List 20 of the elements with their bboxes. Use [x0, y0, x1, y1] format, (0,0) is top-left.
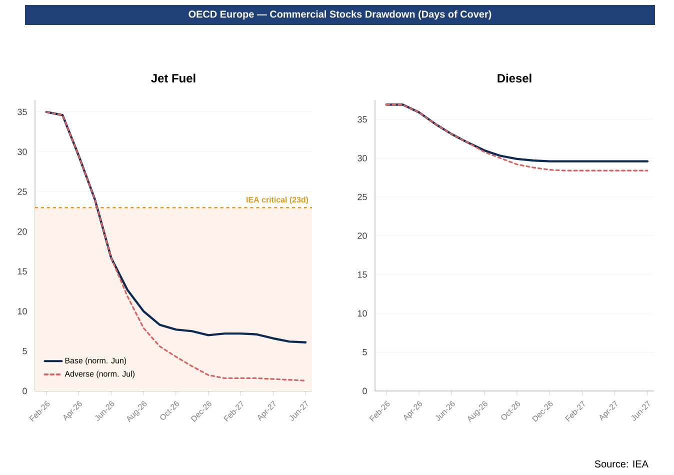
y-tick-label: 30: [18, 148, 27, 155]
source-note: Source: IEA: [594, 460, 648, 468]
y-tick-label: 25: [358, 194, 367, 200]
y-tick-label: 30: [358, 155, 367, 162]
y-tick-label: 5: [22, 348, 27, 354]
y-tick-label: 10: [358, 310, 367, 317]
y-tick-label: 5: [362, 349, 367, 356]
y-tick-label: 0: [22, 388, 27, 394]
chart-title: Diesel: [498, 74, 532, 82]
y-tick-label: 25: [18, 188, 27, 195]
y-tick-label: 35: [358, 116, 367, 123]
y-tick-label: 20: [358, 232, 367, 239]
y-tick-label: 15: [18, 268, 27, 275]
y-tick-label: 15: [358, 271, 367, 278]
y-tick-label: 10: [18, 308, 27, 314]
y-tick-label: 20: [18, 228, 27, 235]
text: OECD Europe — Commercial Stocks Drawdown (Days of Cover): [188, 10, 492, 20]
chart-title: Jet Fuel: [151, 74, 196, 82]
y-tick-label: 35: [18, 108, 27, 116]
y-tick-label: 0: [362, 388, 367, 394]
